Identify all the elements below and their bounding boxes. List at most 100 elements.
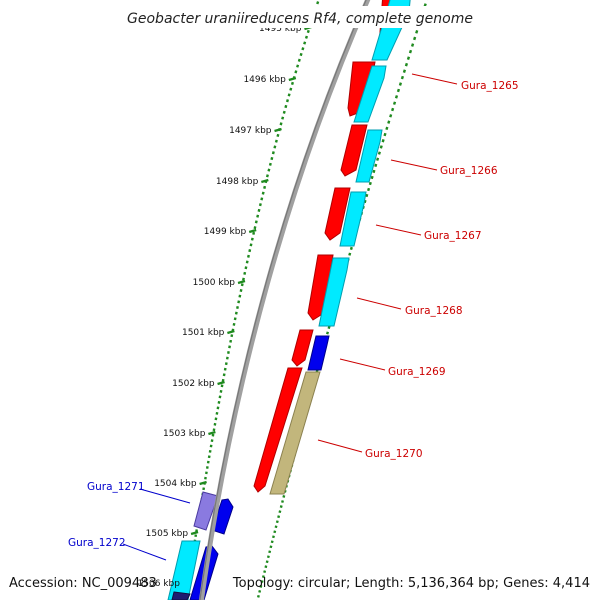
minor-tick [245,260,249,264]
minor-tick [249,243,253,247]
minor-tick [265,174,269,178]
feature-arrow-red[interactable] [307,254,334,321]
minor-tick [297,58,301,62]
minor-tick [289,87,293,91]
minor-tick [376,157,380,161]
major-tick [199,480,207,486]
minor-tick [261,191,265,195]
major-tick [227,329,235,335]
minor-tick [263,185,267,189]
minor-tick [232,322,236,326]
gene-label[interactable]: Gura_1265 [461,80,519,92]
feature-arrow-cyan[interactable] [339,191,367,247]
gene-label[interactable]: Gura_1268 [405,305,463,317]
tick-label: 1501 kbp [182,328,225,338]
minor-tick [253,226,257,230]
minor-tick [250,237,254,241]
minor-tick [247,254,250,258]
gene-label[interactable]: Gura_1270 [365,448,423,460]
feature-arrow-purple[interactable] [193,491,219,531]
tick-label: 1502 kbp [172,379,215,389]
minor-tick [256,214,260,218]
feature-arrow-cyan[interactable] [355,129,383,183]
minor-tick [236,306,239,309]
leader-line [317,439,363,453]
tick-label: 1496 kbp [243,75,286,85]
minor-tick [379,145,383,149]
minor-tick [282,495,286,498]
minor-tick [304,35,309,39]
minor-tick [270,156,274,161]
minor-tick [282,110,286,114]
gene-label[interactable]: Gura_1267 [424,230,482,242]
minor-tick [273,530,277,534]
leader-line [411,73,458,85]
minor-tick [301,47,305,51]
major-tick [217,380,225,386]
minor-tick [266,555,270,559]
feature-arrow-navy[interactable] [171,591,191,600]
minor-tick [404,62,409,67]
feature-arrow-red[interactable] [291,329,314,367]
feature-arrow-red[interactable] [324,187,351,241]
minor-tick [268,550,272,554]
minor-tick [276,133,280,137]
minor-tick [263,570,267,574]
minor-tick [275,520,279,524]
gene-label[interactable]: Gura_1271 [87,481,145,493]
minor-tick [284,104,288,109]
feature-arrow-cyan[interactable] [318,257,350,327]
minor-tick [242,277,245,281]
leader-line [122,543,167,561]
minor-tick [391,107,395,112]
minor-tick [248,249,252,253]
major-tick [248,228,257,234]
minor-tick [400,75,404,80]
minor-tick [260,197,264,201]
minor-tick [265,560,269,564]
feature-arrow-khaki[interactable] [269,371,321,495]
minor-tick [287,93,291,97]
minor-tick [406,56,411,60]
minor-tick [349,246,353,251]
gene-label[interactable]: Gura_1272 [68,537,126,549]
major-tick [208,430,216,436]
minor-tick [365,193,369,198]
minor-tick [260,580,264,583]
minor-tick [279,122,283,126]
tick-label: 1506 kbp [138,579,181,589]
gene-labels: Gura_1265 Gura_1266 Gura_1267 Gura_1268 Gura… [68,80,519,549]
gene-label[interactable]: Gura_1266 [440,165,498,177]
feature-arrow-red[interactable] [253,367,303,493]
gene-label[interactable]: Gura_1269 [388,366,446,378]
minor-tick [383,132,387,137]
minor-tick [271,151,275,155]
minor-tick [396,88,401,93]
minor-tick [368,181,372,186]
minor-tick [316,1,320,5]
minor-tick [281,500,284,503]
major-tick [260,178,269,184]
minor-tick [261,575,265,578]
minor-tick [281,116,285,120]
minor-tick [377,151,381,155]
minor-tick [269,545,273,549]
minor-tick [402,69,407,73]
minor-tick [398,82,403,86]
minor-tick [408,49,413,54]
minor-tick [234,311,238,315]
feature-arrow-cyan[interactable] [353,65,387,123]
minor-tick [264,565,268,569]
minor-tick [294,70,298,74]
feature-arrow-blue[interactable] [307,335,330,371]
minor-tick [267,168,271,172]
minor-tick [274,139,278,143]
leader-line [375,224,422,236]
minor-tick [410,43,415,47]
minor-tick [303,41,307,45]
feature-arrow-cyan[interactable] [167,540,201,600]
feature-arrow-red[interactable] [340,124,368,177]
tick-label: 1503 kbp [163,429,206,439]
